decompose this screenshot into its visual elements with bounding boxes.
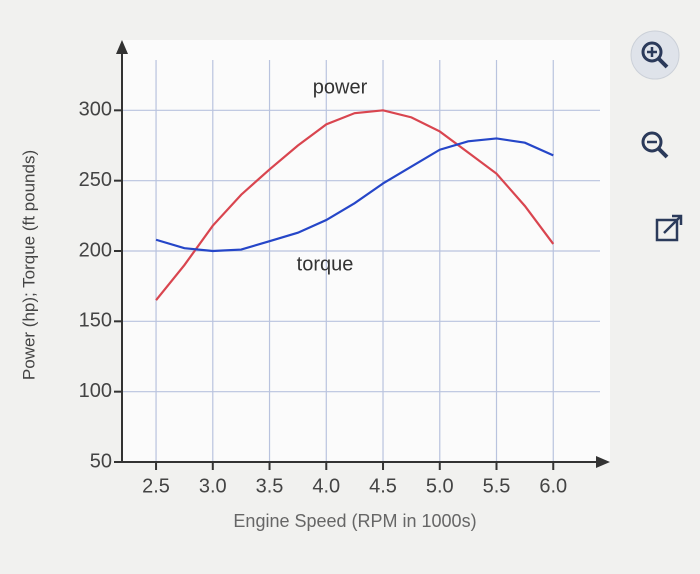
series-line — [155, 137, 554, 253]
series-line — [155, 109, 555, 301]
x-tick-label: 4.0 — [312, 475, 340, 497]
x-axis-label: Engine Speed (RPM in 1000s) — [233, 511, 476, 531]
y-tick-label: 200 — [79, 239, 112, 261]
y-axis-arrow — [116, 40, 128, 54]
y-tick-label: 300 — [79, 99, 112, 121]
annotation: torque — [297, 253, 354, 275]
y-tick-label: 100 — [79, 380, 112, 402]
zoom-in-button[interactable] — [630, 30, 680, 80]
x-tick-label: 3.5 — [256, 475, 284, 497]
x-tick-label: 5.0 — [426, 475, 454, 497]
x-tick-label: 6.0 — [539, 475, 567, 497]
zoom-out-button[interactable] — [631, 121, 679, 169]
x-axis-arrow — [596, 456, 610, 468]
y-tick-label: 150 — [79, 310, 112, 332]
x-tick-label: 2.5 — [142, 475, 170, 497]
y-axis-label: Power (hp); Torque (ft pounds) — [19, 150, 38, 380]
annotation: power — [313, 76, 368, 98]
x-tick-label: 3.0 — [199, 475, 227, 497]
x-tick-label: 4.5 — [369, 475, 397, 497]
y-tick-label: 250 — [79, 169, 112, 191]
open-external-button[interactable] — [655, 214, 683, 242]
x-tick-label: 5.5 — [483, 475, 511, 497]
y-tick-label: 50 — [90, 450, 112, 472]
